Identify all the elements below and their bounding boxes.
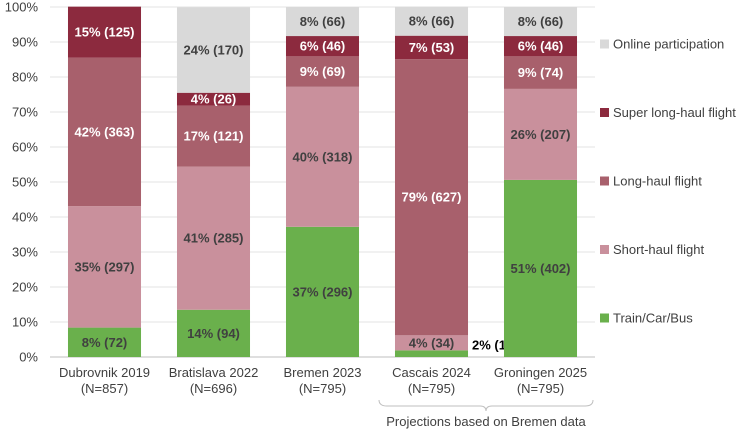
segment-label: 51% (402): [511, 261, 571, 276]
x-category-sublabel: (N=696): [190, 381, 237, 396]
bar-segment: [285, 7, 360, 37]
legend-label: Super long-haul flight: [613, 105, 736, 120]
segment-label: 4% (26): [191, 92, 237, 107]
legend-swatch: [600, 176, 609, 186]
bar-stack: 51% (402) 26% (207) 9% (74) 6% (46) 8% (66): [503, 7, 578, 357]
y-tick-label: 100%: [5, 0, 39, 15]
legend-swatch: [600, 39, 609, 49]
legend-swatch: [600, 108, 609, 117]
bar-segment: [67, 327, 142, 357]
segment-label: 40% (318): [293, 149, 353, 164]
segment-label: 37% (296): [293, 284, 353, 299]
legend-label: Train/Car/Bus: [613, 311, 693, 326]
bar-segment: [285, 86, 360, 227]
bar-segment: [285, 36, 360, 57]
y-axis-ticks: 0% 10% 20% 30% 40% 50% 60% 70% 80% 90% 100%: [5, 0, 39, 365]
bars: 8% (72) 35% (297) 42% (363) 15% (125) 14% (9…: [67, 6, 578, 357]
bar-segment: [394, 350, 469, 357]
x-category-sublabel: (N=795): [408, 381, 455, 396]
segment-label: 15% (125): [75, 25, 135, 40]
projection-annotation-text: Projections based on Bremen data: [386, 414, 586, 429]
projection-brace: [378, 399, 594, 412]
segment-label: 6% (46): [518, 39, 564, 54]
bar-segment: [503, 56, 578, 89]
bar-segment: [503, 179, 578, 357]
x-category-label: Dubrovnik 2019: [59, 365, 150, 380]
y-tick-label: 60%: [12, 140, 38, 155]
x-category-label: Bratislava 2022: [169, 365, 259, 380]
y-tick-label: 40%: [12, 210, 38, 225]
y-tick-label: 30%: [12, 245, 38, 260]
legend: Online participation Super long-haul flig…: [600, 37, 736, 326]
y-tick-label: 20%: [12, 280, 38, 295]
x-category-label: Bremen 2023: [283, 365, 361, 380]
bar-segment: [394, 59, 469, 336]
legend-label: Short-haul flight: [613, 242, 704, 257]
bar-segment: [67, 57, 142, 207]
legend-item: Short-haul flight: [600, 242, 704, 257]
bar-segment: [394, 35, 469, 60]
x-category-sublabel: (N=795): [299, 381, 346, 396]
bar-segment: [394, 6, 469, 36]
x-category-sublabel: (N=795): [517, 381, 564, 396]
segment-label: 9% (69): [300, 64, 346, 79]
segment-label: 35% (297): [75, 259, 135, 274]
x-axis-categories: Dubrovnik 2019(N=857) Bratislava 2022(N=6…: [59, 365, 587, 396]
legend-item: Online participation: [600, 37, 724, 52]
legend-swatch: [600, 313, 609, 323]
segment-label: 26% (207): [511, 127, 571, 142]
bar-stack: 37% (296) 40% (318) 9% (69) 6% (46) 8% (66): [285, 7, 360, 357]
segment-label: 8% (72): [82, 335, 128, 350]
bar-segment: [67, 6, 142, 58]
y-tick-label: 70%: [12, 105, 38, 120]
y-tick-label: 10%: [12, 315, 38, 330]
bar-segment: [503, 36, 578, 57]
segment-label: 17% (121): [184, 129, 244, 144]
bar-segment: [176, 7, 251, 93]
bar-segment: [176, 105, 251, 167]
x-category-sublabel: (N=857): [81, 381, 128, 396]
segment-label: 79% (627): [402, 190, 462, 205]
legend-item: Train/Car/Bus: [600, 311, 693, 326]
legend-label: Online participation: [613, 37, 724, 52]
x-category-label: Cascais 2024: [392, 365, 471, 380]
bar-segment: [67, 206, 142, 328]
segment-label: 14% (94): [187, 326, 240, 341]
bar-segment: [176, 309, 251, 357]
legend-item: Long-haul flight: [600, 174, 702, 189]
y-tick-label: 50%: [12, 175, 38, 190]
bar-segment: [176, 166, 251, 310]
y-tick-label: 90%: [12, 35, 38, 50]
projection-annotation: Projections based on Bremen data: [378, 399, 594, 429]
legend-item: Super long-haul flight: [600, 105, 736, 120]
bar-segment: [285, 226, 360, 357]
segment-label: 8% (66): [409, 14, 455, 29]
segment-label: 6% (46): [300, 39, 346, 54]
bar-segment: [503, 88, 578, 180]
segment-label: 42% (363): [75, 124, 135, 139]
bar-segment: [503, 7, 578, 37]
bar-segment: [285, 56, 360, 87]
legend-label: Long-haul flight: [613, 174, 702, 189]
segment-label: 4% (34): [409, 335, 455, 350]
bar-segment: [394, 335, 469, 351]
bar-stack: 14% (94) 41% (285) 17% (121) 4% (26) 24% (17…: [176, 7, 251, 357]
segment-label: 24% (170): [184, 43, 244, 58]
segment-label: 8% (66): [300, 14, 346, 29]
bar-stack: 2% (15)4% (34)79% (627)7% (53)8% (66): [394, 6, 518, 357]
x-category-label: Groningen 2025: [494, 365, 587, 380]
bar-stack: 8% (72) 35% (297) 42% (363) 15% (125): [67, 6, 142, 357]
segment-label: 8% (66): [518, 14, 564, 29]
legend-swatch: [600, 245, 609, 254]
y-tick-label: 80%: [12, 70, 38, 85]
segment-label: 41% (285): [184, 231, 244, 246]
segment-label: 7% (53): [409, 40, 455, 55]
bar-segment: [176, 92, 251, 106]
segment-label: 9% (74): [518, 65, 564, 80]
y-tick-label: 0%: [19, 350, 38, 365]
